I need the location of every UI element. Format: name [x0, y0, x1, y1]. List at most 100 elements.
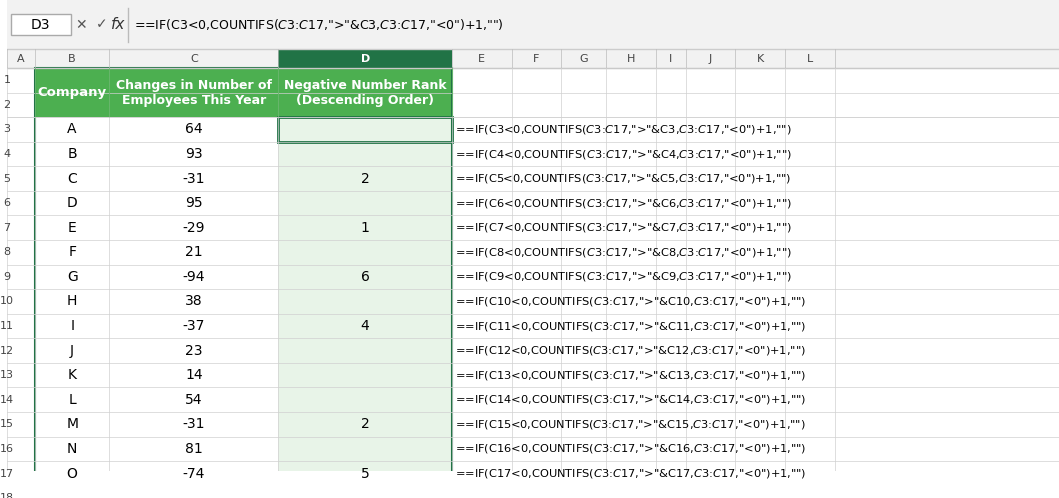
Bar: [7, 412, 35, 437]
Bar: [656, 240, 685, 264]
Bar: [279, 412, 452, 437]
Bar: [109, 68, 279, 93]
Bar: [511, 486, 561, 498]
Bar: [511, 461, 561, 486]
Bar: [109, 437, 279, 461]
Bar: [279, 49, 452, 68]
Bar: [35, 216, 109, 240]
Bar: [656, 68, 685, 93]
Bar: [279, 117, 452, 142]
Bar: [279, 142, 452, 166]
Bar: [279, 191, 452, 216]
Bar: [279, 437, 452, 461]
Text: 54: 54: [185, 393, 202, 407]
Bar: [279, 166, 452, 191]
Bar: [735, 461, 785, 486]
Text: Company: Company: [37, 86, 107, 99]
Text: ==IF(C3<0,COUNTIFS($C$3:$C$17,">"&C3,$C$3:$C$17,"<0")+1,""): ==IF(C3<0,COUNTIFS($C$3:$C$17,">"&C3,$C$…: [134, 17, 504, 32]
Bar: [685, 191, 735, 216]
Bar: [685, 289, 735, 314]
Text: 6: 6: [3, 198, 11, 208]
Text: ==IF(C8<0,COUNTIFS($C$3:$C$17,">"&C8,$C$3:$C$17,"<0")+1,""): ==IF(C8<0,COUNTIFS($C$3:$C$17,">"&C8,$C$…: [455, 246, 792, 259]
Text: ==IF(C10<0,COUNTIFS($C$3:$C$17,">"&C10,$C$3:$C$17,"<0")+1,""): ==IF(C10<0,COUNTIFS($C$3:$C$17,">"&C10,$…: [455, 295, 807, 308]
Bar: [279, 117, 452, 142]
Bar: [785, 486, 834, 498]
Bar: [7, 166, 35, 191]
Bar: [606, 93, 656, 117]
Bar: [735, 142, 785, 166]
Text: 4: 4: [3, 149, 11, 159]
Bar: [109, 363, 279, 387]
Bar: [656, 412, 685, 437]
Text: 3: 3: [3, 124, 11, 134]
Bar: [7, 486, 35, 498]
Bar: [656, 363, 685, 387]
Bar: [279, 289, 452, 314]
Bar: [279, 49, 452, 68]
Bar: [656, 216, 685, 240]
Bar: [785, 289, 834, 314]
Text: D: D: [67, 196, 77, 210]
Bar: [656, 314, 685, 338]
Bar: [656, 191, 685, 216]
Bar: [109, 289, 279, 314]
Text: 8: 8: [3, 248, 11, 257]
Bar: [109, 264, 279, 289]
Text: K: K: [68, 368, 76, 382]
Bar: [606, 363, 656, 387]
Bar: [735, 216, 785, 240]
Bar: [109, 216, 279, 240]
Bar: [35, 93, 109, 117]
Bar: [11, 14, 71, 35]
Bar: [735, 68, 785, 93]
Text: ==IF(C16<0,COUNTIFS($C$3:$C$17,">"&C16,$C$3:$C$17,"<0")+1,""): ==IF(C16<0,COUNTIFS($C$3:$C$17,">"&C16,$…: [455, 442, 807, 456]
Bar: [656, 338, 685, 363]
Text: ==IF(C7<0,COUNTIFS($C$3:$C$17,">"&C7,$C$3:$C$17,"<0")+1,""): ==IF(C7<0,COUNTIFS($C$3:$C$17,">"&C7,$C$…: [455, 221, 792, 234]
Bar: [735, 363, 785, 387]
Text: J: J: [70, 344, 74, 358]
Bar: [7, 338, 35, 363]
Bar: [785, 191, 834, 216]
Bar: [35, 289, 109, 314]
Bar: [35, 68, 452, 486]
Bar: [279, 338, 452, 363]
Text: ==IF(C4<0,COUNTIFS($C$3:$C$17,">"&C4,$C$3:$C$17,"<0")+1,""): ==IF(C4<0,COUNTIFS($C$3:$C$17,">"&C4,$C$…: [455, 147, 792, 160]
Bar: [685, 68, 735, 93]
Bar: [279, 264, 452, 289]
Text: 1: 1: [3, 75, 11, 85]
Bar: [685, 486, 735, 498]
Bar: [785, 117, 834, 142]
Bar: [109, 93, 279, 117]
Bar: [452, 191, 511, 216]
Bar: [656, 93, 685, 117]
Text: 14: 14: [0, 395, 14, 405]
Text: ==IF(C3<0,COUNTIFS($C$3:$C$17,">"&C3,$C$3:$C$17,"<0")+1,""): ==IF(C3<0,COUNTIFS($C$3:$C$17,">"&C3,$C$…: [455, 123, 792, 136]
Bar: [735, 240, 785, 264]
Text: 5: 5: [3, 174, 11, 184]
Bar: [561, 216, 606, 240]
Bar: [785, 338, 834, 363]
Text: ✕: ✕: [76, 17, 88, 31]
Text: -94: -94: [182, 270, 205, 284]
Bar: [35, 142, 109, 166]
Bar: [511, 216, 561, 240]
Text: Changes in Number of
Employees This Year: Changes in Number of Employees This Year: [115, 79, 272, 107]
Text: A: A: [17, 54, 24, 64]
Bar: [511, 314, 561, 338]
Bar: [656, 289, 685, 314]
Text: 15: 15: [0, 419, 14, 429]
Text: 1: 1: [361, 221, 370, 235]
Bar: [511, 387, 561, 412]
Bar: [7, 461, 35, 486]
Bar: [685, 461, 735, 486]
Text: B: B: [68, 147, 77, 161]
Bar: [511, 117, 561, 142]
Bar: [561, 314, 606, 338]
Bar: [606, 289, 656, 314]
Bar: [35, 338, 109, 363]
Bar: [685, 363, 735, 387]
Text: ==IF(C5<0,COUNTIFS($C$3:$C$17,">"&C5,$C$3:$C$17,"<0")+1,""): ==IF(C5<0,COUNTIFS($C$3:$C$17,">"&C5,$C$…: [455, 172, 791, 185]
Bar: [735, 437, 785, 461]
Bar: [785, 461, 834, 486]
Bar: [735, 289, 785, 314]
